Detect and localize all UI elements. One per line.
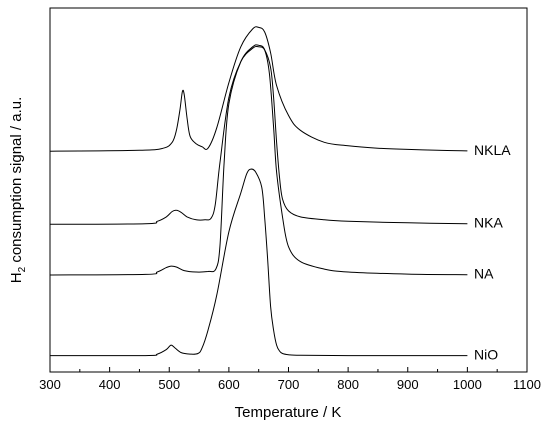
x-tick-label: 700 bbox=[278, 377, 300, 392]
x-tick-label: 1000 bbox=[453, 377, 482, 392]
series-line-nkla bbox=[49, 26, 468, 152]
x-axis-ticks bbox=[49, 367, 528, 372]
series-label-nkla: NKLA bbox=[474, 142, 511, 158]
plot-frame bbox=[49, 7, 528, 373]
series-line-na bbox=[49, 44, 468, 276]
y-axis-title-rest: consumption signal / a.u. bbox=[8, 97, 25, 267]
y-axis-title-subscript: 2 bbox=[17, 266, 28, 272]
series-label-na: NA bbox=[474, 266, 494, 282]
x-axis-tick-labels: 300 400 500 600 700 800 900 1000 1100 bbox=[39, 377, 541, 392]
series-label-nio: NiO bbox=[474, 347, 498, 363]
x-tick-label: 900 bbox=[397, 377, 419, 392]
x-tick-label: 300 bbox=[39, 377, 61, 392]
series-line-nka bbox=[49, 45, 468, 225]
x-tick-label: 600 bbox=[218, 377, 240, 392]
series-label-nka: NKA bbox=[474, 215, 503, 231]
series-lines bbox=[49, 26, 468, 357]
x-tick-label: 500 bbox=[158, 377, 180, 392]
x-tick-label: 800 bbox=[337, 377, 359, 392]
x-axis-title: Temperature / K bbox=[235, 404, 342, 421]
series-labels: NKLA NKA NA NiO bbox=[474, 142, 511, 363]
x-tick-label: 400 bbox=[99, 377, 121, 392]
y-axis-title-main: H bbox=[8, 272, 25, 283]
x-tick-label: 1100 bbox=[513, 377, 541, 392]
series-line-nio bbox=[49, 168, 468, 357]
y-axis-title: H2 consumption signal / a.u. bbox=[8, 97, 28, 284]
